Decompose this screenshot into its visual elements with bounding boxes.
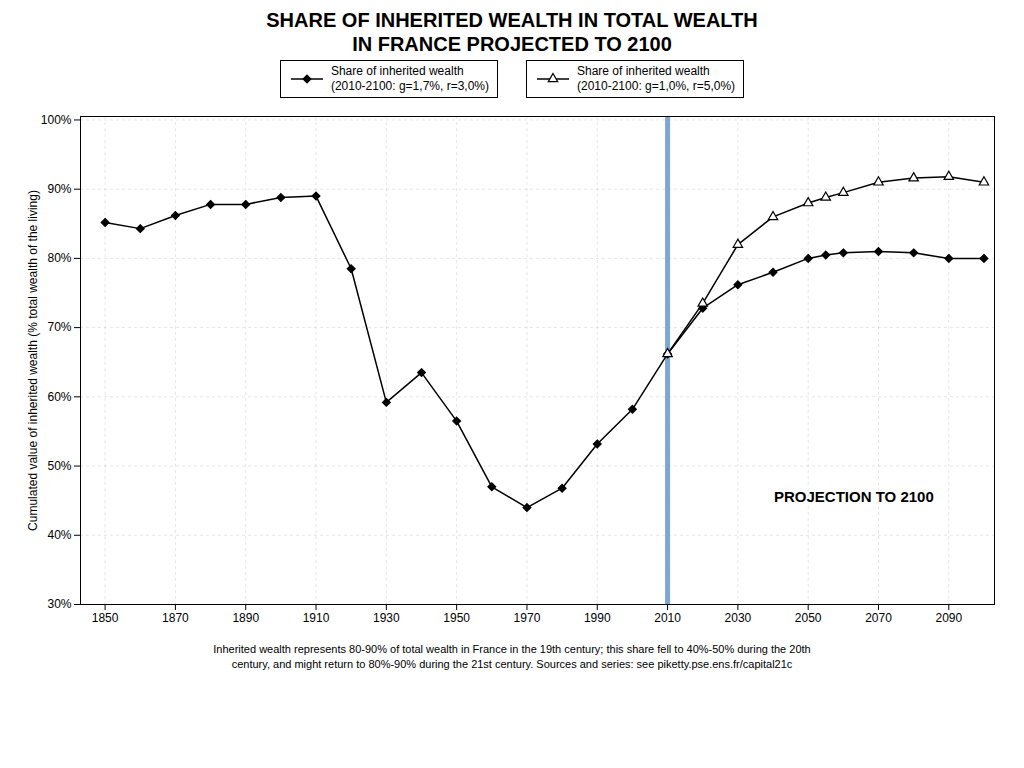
- svg-text:90%: 90%: [47, 182, 71, 196]
- svg-text:1990: 1990: [584, 611, 611, 625]
- svg-text:PROJECTION TO 2100: PROJECTION TO 2100: [774, 488, 934, 505]
- svg-text:50%: 50%: [47, 459, 71, 473]
- svg-text:2010: 2010: [654, 611, 681, 625]
- svg-text:1850: 1850: [92, 611, 119, 625]
- svg-text:1930: 1930: [373, 611, 400, 625]
- svg-text:100%: 100%: [41, 113, 72, 127]
- svg-text:2030: 2030: [725, 611, 752, 625]
- svg-text:40%: 40%: [47, 528, 71, 542]
- html-text:Share of inherited wealth (201: Share of inherited wealth (2010-2100: g=…: [330, 64, 489, 93]
- html-text:SHARE OF INHERITED WEALTH IN T: SHARE OF INHERITED WEALTH IN TOTAL WEALT…: [266, 9, 758, 55]
- svg-text:1890: 1890: [232, 611, 259, 625]
- svg-text:Cumulated value of inherited w: Cumulated value of inherited wealth (% t…: [26, 190, 40, 531]
- html-text:Share of inherited wealth (201: Share of inherited wealth (2010-2100: g=…: [577, 64, 736, 93]
- svg-text:80%: 80%: [47, 251, 71, 265]
- svg-text:2090: 2090: [935, 611, 962, 625]
- html-text:Inherited wealth represents 80: Inherited wealth represents 80-90% of to…: [213, 643, 811, 670]
- svg-text:70%: 70%: [47, 320, 71, 334]
- svg-text:2070: 2070: [865, 611, 892, 625]
- svg-text:1910: 1910: [303, 611, 330, 625]
- svg-text:1970: 1970: [514, 611, 541, 625]
- svg-text:1950: 1950: [443, 611, 470, 625]
- svg-text:60%: 60%: [47, 390, 71, 404]
- svg-text:1870: 1870: [162, 611, 189, 625]
- svg-text:30%: 30%: [47, 597, 71, 611]
- svg-text:2050: 2050: [795, 611, 822, 625]
